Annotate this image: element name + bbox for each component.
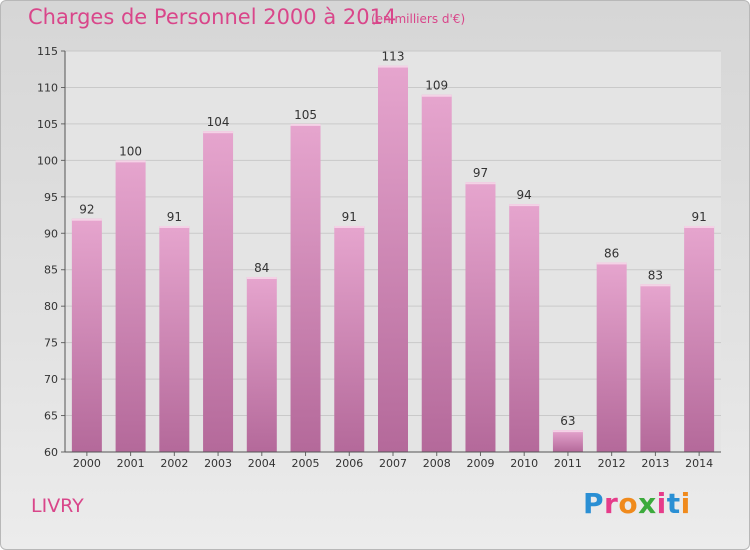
proxiti-logo: Proxiti [583, 487, 691, 520]
x-tick-label: 2000 [73, 457, 101, 470]
bar [684, 225, 715, 452]
bar [203, 131, 234, 452]
bar [465, 182, 496, 452]
x-tick-label: 2011 [554, 457, 582, 470]
x-tick-label: 2002 [160, 457, 188, 470]
bar [552, 430, 583, 452]
bar-value-label: 91 [342, 210, 357, 224]
x-tick-label: 2003 [204, 457, 232, 470]
logo-letter: i [680, 487, 691, 520]
logo-letter: o [618, 487, 639, 520]
bar-value-label: 104 [207, 115, 230, 129]
y-tick-label: 60 [44, 446, 58, 459]
bar [509, 204, 540, 452]
x-tick-label: 2010 [510, 457, 538, 470]
bar-value-label: 83 [648, 268, 663, 282]
bar-highlight [203, 131, 234, 134]
bar-value-label: 94 [517, 188, 532, 202]
city-name: LIVRY [31, 495, 84, 517]
bar [640, 284, 671, 452]
bar-value-label: 92 [79, 203, 94, 217]
logo-letter: i [656, 487, 667, 520]
y-tick-label: 70 [44, 373, 58, 386]
bar-value-label: 91 [167, 210, 182, 224]
x-tick-label: 2008 [423, 457, 451, 470]
bar [115, 160, 146, 452]
bar-value-label: 109 [425, 79, 448, 93]
x-tick-label: 2013 [641, 457, 669, 470]
bar [159, 225, 190, 452]
y-tick-label: 75 [44, 337, 58, 350]
y-tick-label: 100 [37, 154, 58, 167]
logo-letter: r [604, 487, 619, 520]
bar-value-label: 86 [604, 246, 619, 260]
y-tick-label: 90 [44, 227, 58, 240]
x-tick-label: 2012 [598, 457, 626, 470]
bar [334, 225, 365, 452]
y-tick-label: 65 [44, 410, 58, 423]
bar-value-label: 91 [691, 210, 706, 224]
bar-value-label: 100 [119, 144, 142, 158]
bar-highlight [640, 284, 671, 287]
bar-value-label: 63 [560, 414, 575, 428]
bar-highlight [115, 160, 146, 163]
bar [421, 94, 452, 452]
chart-title: Charges de Personnel 2000 à 2014 [28, 5, 397, 29]
bar-highlight [334, 225, 365, 228]
bar-highlight [596, 262, 627, 265]
bar-highlight [509, 204, 540, 207]
bar-highlight [552, 430, 583, 433]
bar-highlight [421, 94, 452, 97]
y-tick-label: 95 [44, 191, 58, 204]
y-tick-label: 115 [37, 45, 58, 58]
x-tick-label: 2001 [117, 457, 145, 470]
x-tick-label: 2006 [335, 457, 363, 470]
y-tick-label: 80 [44, 300, 58, 313]
bar-value-label: 105 [294, 108, 317, 122]
logo-letter: t [666, 487, 681, 520]
x-tick-label: 2007 [379, 457, 407, 470]
bar-highlight [378, 65, 408, 68]
chart-subtitle: (en milliers d'€) [371, 12, 466, 26]
bar-highlight [684, 225, 715, 228]
logo-letter: P [583, 487, 605, 520]
x-tick-label: 2004 [248, 457, 276, 470]
bar [378, 65, 408, 452]
bar [290, 123, 321, 452]
bar-value-label: 84 [254, 261, 269, 275]
bar-highlight [71, 218, 102, 221]
bar-highlight [246, 277, 277, 280]
bar [246, 277, 277, 452]
bar-value-label: 97 [473, 166, 488, 180]
bar-highlight [159, 225, 190, 228]
bar-highlight [465, 182, 496, 185]
bar [71, 218, 102, 452]
bar [596, 262, 627, 452]
x-tick-label: 2014 [685, 457, 713, 470]
bar-value-label: 113 [382, 50, 405, 64]
y-tick-label: 85 [44, 264, 58, 277]
x-tick-label: 2005 [292, 457, 320, 470]
bar-highlight [290, 123, 321, 126]
logo-letter: x [638, 487, 657, 520]
y-tick-label: 105 [37, 118, 58, 131]
x-tick-label: 2009 [466, 457, 494, 470]
y-tick-label: 110 [37, 81, 58, 94]
